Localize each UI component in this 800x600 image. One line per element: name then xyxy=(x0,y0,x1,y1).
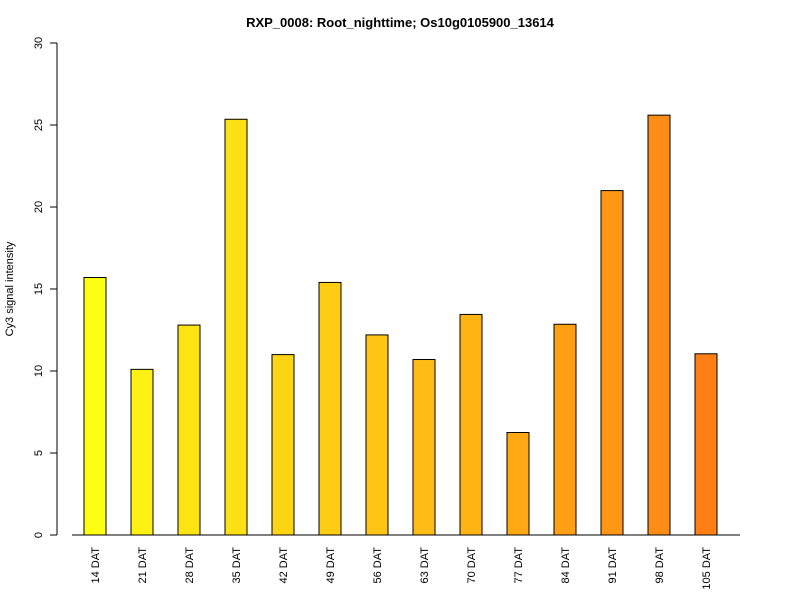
y-tick-label: 10 xyxy=(33,365,45,377)
bar xyxy=(318,281,342,536)
y-axis-label: Cy3 signal intensity xyxy=(4,241,16,336)
x-tick-label: 35 DAT xyxy=(231,547,243,584)
x-tick-label: 14 DAT xyxy=(90,547,102,584)
bar xyxy=(83,277,107,536)
x-tick-label: 28 DAT xyxy=(184,547,196,584)
bar xyxy=(271,354,295,536)
bar xyxy=(600,190,624,536)
x-tick-label: 84 DAT xyxy=(560,547,572,584)
bar xyxy=(506,432,530,536)
y-tick-label: 20 xyxy=(33,201,45,213)
x-tick-label: 42 DAT xyxy=(278,547,290,584)
x-tick-label: 63 DAT xyxy=(419,547,431,584)
bar xyxy=(177,324,201,536)
x-tick-label: 91 DAT xyxy=(607,547,619,584)
bar xyxy=(694,353,718,536)
y-tick-label: 0 xyxy=(33,532,45,538)
x-tick-label: 77 DAT xyxy=(513,547,525,584)
y-tick-label: 5 xyxy=(33,450,45,456)
y-tick-label: 30 xyxy=(33,37,45,49)
bar xyxy=(647,114,671,536)
y-tick-label: 25 xyxy=(33,119,45,131)
bar xyxy=(412,359,436,536)
bar xyxy=(459,313,483,536)
x-tick-label: 70 DAT xyxy=(466,547,478,584)
bar xyxy=(365,334,389,536)
x-tick-label: 56 DAT xyxy=(372,547,384,584)
x-tick-label: 105 DAT xyxy=(701,547,713,590)
x-tick-label: 49 DAT xyxy=(325,547,337,584)
x-tick-label: 98 DAT xyxy=(654,547,666,584)
x-tick-labels: 14 DAT 21 DAT 28 DAT 35 DAT 42 DAT 49 DAT 56 D… xyxy=(90,547,713,590)
chart-title: RXP_0008: Root_nighttime; Os10g0105900_1… xyxy=(246,15,555,30)
bar xyxy=(130,368,154,536)
y-axis: 0 5 10 15 20 25 30 xyxy=(33,37,58,538)
x-tick-label: 21 DAT xyxy=(137,547,149,584)
bars-group xyxy=(83,114,718,536)
y-tick-label: 15 xyxy=(33,283,45,295)
bar xyxy=(224,118,248,536)
bar xyxy=(553,323,577,536)
